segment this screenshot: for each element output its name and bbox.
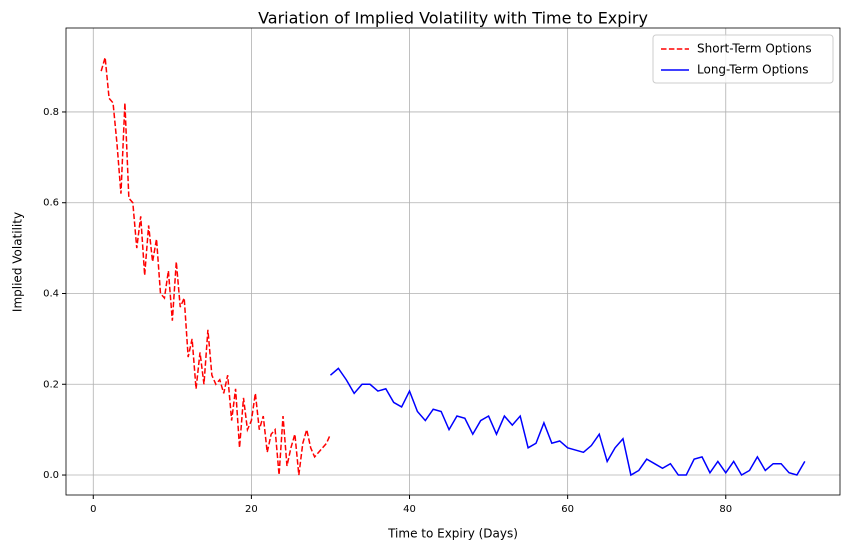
y-tick-label: 0.4 bbox=[43, 288, 59, 299]
y-tick-label: 0.2 bbox=[43, 379, 59, 390]
x-axis-label: Time to Expiry (Days) bbox=[387, 527, 518, 541]
x-tick-label: 40 bbox=[403, 504, 416, 515]
plot-frame bbox=[65, 27, 841, 496]
legend-label: Short-Term Options bbox=[697, 42, 812, 56]
series-line bbox=[100, 57, 332, 476]
legend-label: Long-Term Options bbox=[697, 63, 808, 77]
series-line bbox=[329, 367, 806, 477]
y-tick-label: 0.0 bbox=[43, 470, 59, 481]
legend-box bbox=[652, 34, 834, 84]
y-tick-label: 0.6 bbox=[43, 198, 59, 209]
x-tick-label: 80 bbox=[719, 504, 732, 515]
y-tick-label: 0.8 bbox=[43, 107, 59, 118]
x-tick-label: 60 bbox=[561, 504, 574, 515]
legend: Short-Term Options Long-Term Options bbox=[652, 34, 834, 84]
x-tick-label: 0 bbox=[90, 504, 96, 515]
y-axis-label: Implied Volatility bbox=[11, 212, 25, 312]
x-tick-label: 20 bbox=[245, 504, 258, 515]
chart-title: Variation of Implied Volatility with Tim… bbox=[258, 9, 648, 28]
